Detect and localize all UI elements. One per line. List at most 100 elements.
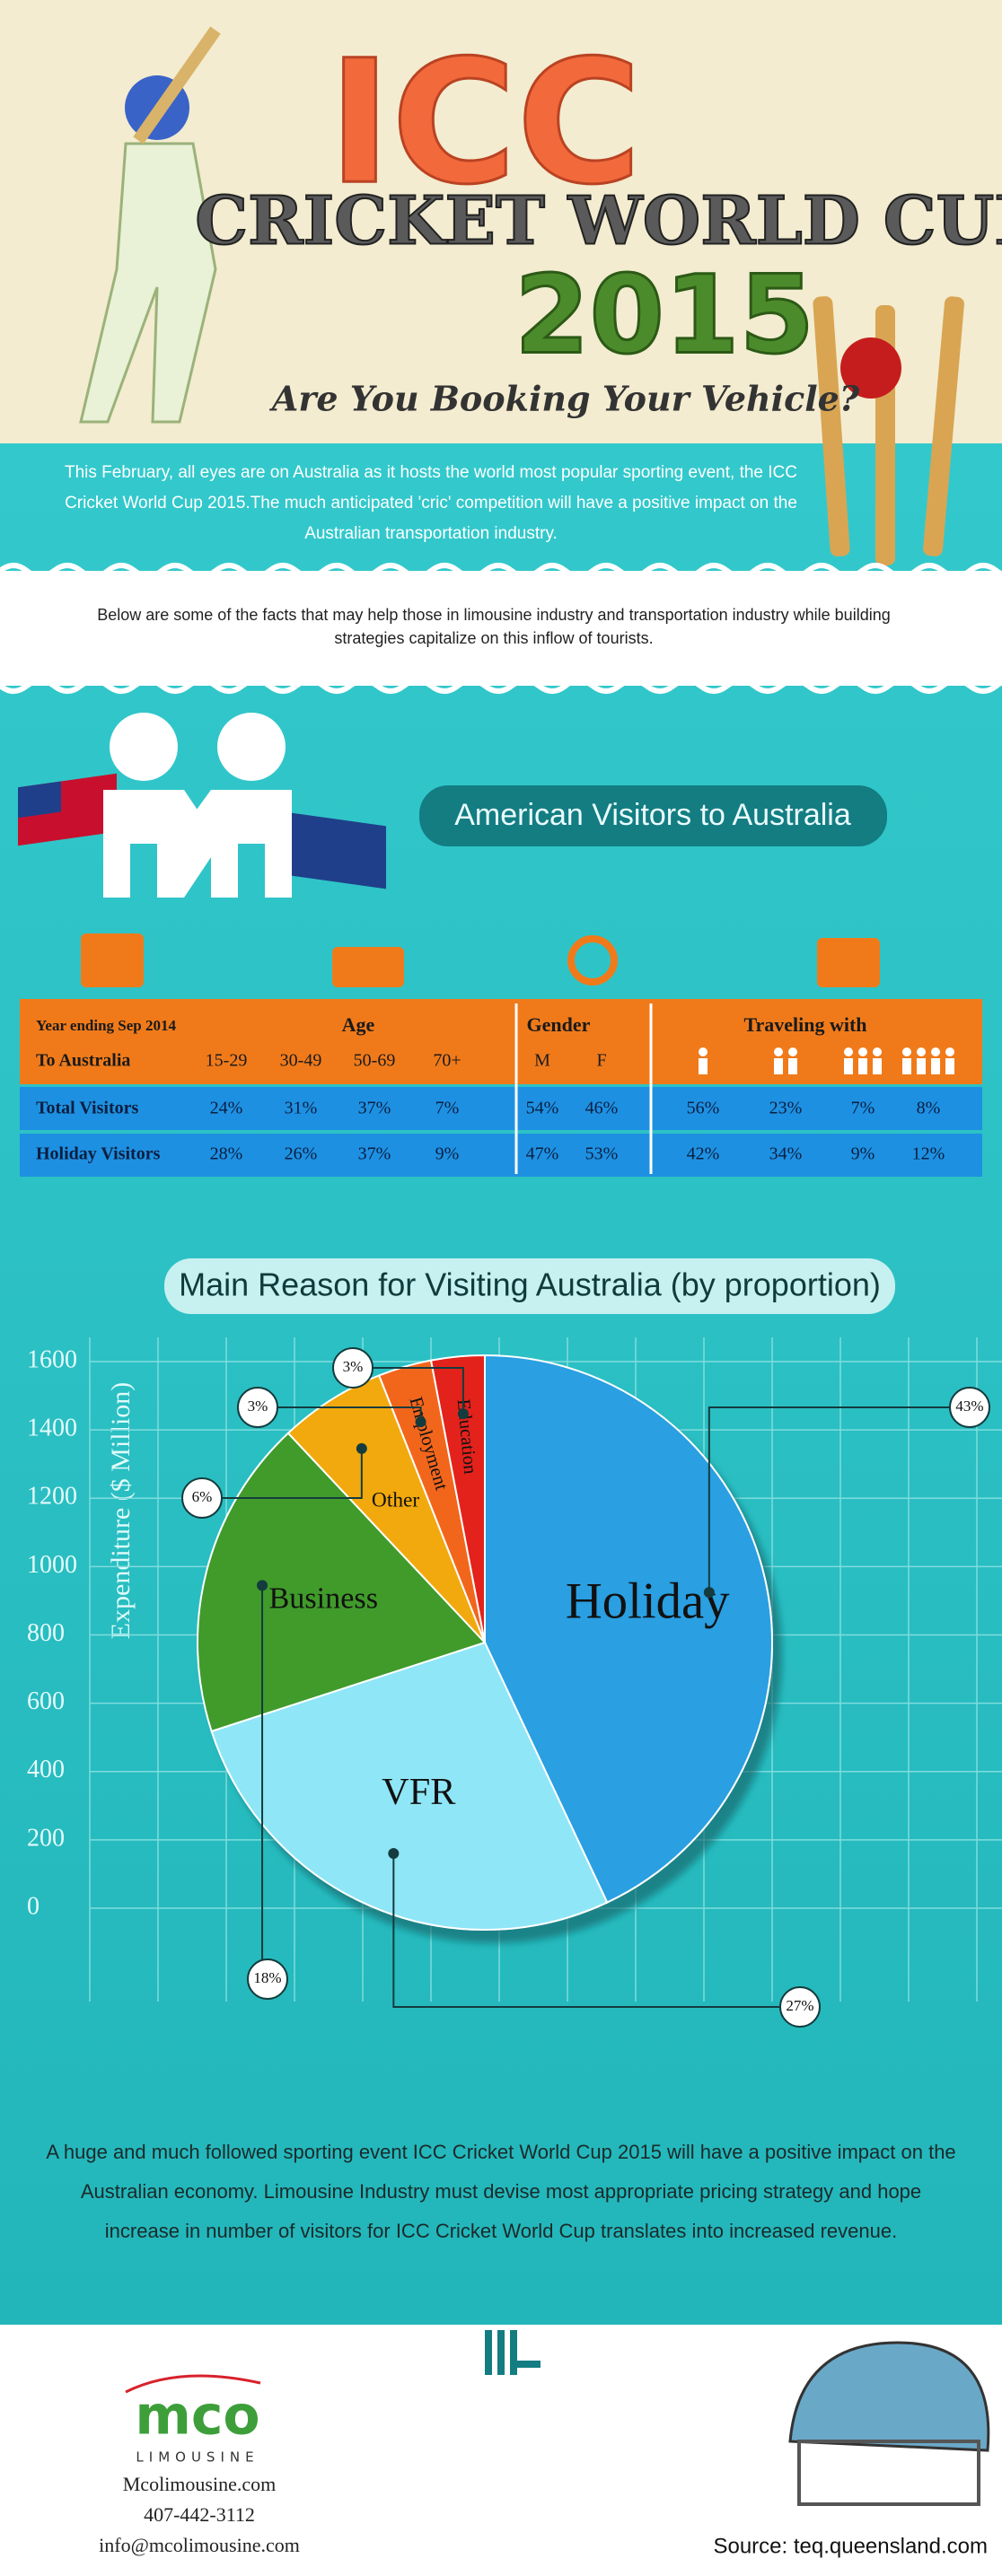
table-cell: 54%: [526, 1099, 559, 1118]
stumps-icon: [485, 2330, 541, 2375]
pie-slice: [484, 1354, 773, 1904]
table-cell: 47%: [526, 1144, 559, 1164]
logo-sub: LIMOUSINE: [136, 2449, 259, 2466]
table-cell: 56%: [687, 1099, 720, 1118]
person-icon: [699, 1058, 708, 1074]
person-icon: [774, 1058, 783, 1074]
facts-note: Below are some of the facts that may hel…: [97, 606, 891, 647]
leader-dot: [356, 1442, 367, 1454]
phone: 407-442-3112: [144, 2503, 255, 2526]
title: ICC: [328, 23, 642, 222]
pie-slice: [210, 1641, 609, 1931]
leader-line: [353, 1367, 464, 1415]
table-header: [20, 999, 982, 1084]
person-icon: [858, 1047, 867, 1056]
table-cell: 37%: [358, 1144, 391, 1164]
year: 2015: [514, 254, 814, 379]
table-header-cell: 70+: [433, 1051, 461, 1071]
callouts: Holiday43%VFR27%Business18%Other6%Employ…: [181, 1347, 990, 2028]
tagline: Are You Booking Your Vehicle?: [269, 379, 860, 419]
y-tick-label: 1600: [27, 1345, 77, 1373]
table-cell: 31%: [285, 1099, 318, 1118]
handshake-icon: [18, 713, 386, 898]
table-header-cell: 30-49: [280, 1051, 322, 1071]
chart-title: Main Reason for Visiting Australia (by p…: [179, 1266, 881, 1303]
table-cell: 37%: [358, 1099, 391, 1118]
slice-label: Other: [372, 1489, 419, 1512]
table-cell: 42%: [687, 1144, 720, 1164]
value-label: 18%: [253, 1969, 281, 1986]
person-icon: [917, 1047, 926, 1056]
table-cell: 26%: [285, 1144, 318, 1164]
person-icon: [844, 1058, 853, 1074]
table-icons: [81, 933, 880, 987]
leader-line: [202, 1448, 363, 1499]
callout-bubble: [949, 1387, 990, 1428]
conclusion: A huge and much followed sporting event …: [46, 2141, 956, 2242]
value-label: 3%: [343, 1358, 364, 1375]
person-icon: [788, 1047, 797, 1056]
y-tick-label: 1400: [27, 1415, 77, 1442]
subtitle: CRICKET WORLD CUP: [195, 183, 1002, 260]
table-cell: 34%: [769, 1144, 803, 1164]
logo-swoosh: [125, 2374, 261, 2394]
value-label: 6%: [192, 1488, 213, 1505]
pie-slice: [286, 1374, 486, 1643]
leader-dot: [415, 1416, 426, 1428]
table-header-cell: Age: [342, 1013, 375, 1036]
value-label: 3%: [248, 1398, 268, 1415]
table-header-cell: Traveling with: [743, 1013, 866, 1036]
y-tick-label: 1200: [27, 1483, 77, 1511]
table-cell: 28%: [210, 1144, 243, 1164]
intro: This February, all eyes are on Australia…: [65, 463, 797, 543]
table-cell: 9%: [435, 1144, 460, 1164]
pie: [197, 1354, 773, 1931]
leader-dot: [703, 1587, 715, 1599]
person-icon: [788, 1058, 797, 1074]
wave: [0, 678, 1002, 694]
table-cell: 8%: [917, 1099, 941, 1118]
person-icon: [917, 1058, 926, 1074]
y-axis-label: Expenditure ($ Million): [106, 1382, 136, 1640]
y-tick-label: 0: [27, 1892, 40, 1920]
y-tick-label: 600: [27, 1687, 65, 1715]
person-icon: [844, 1047, 853, 1056]
y-tick-label: 400: [27, 1756, 65, 1783]
slice-label: VFR: [382, 1771, 456, 1813]
email: info@mcolimousine.com: [99, 2534, 300, 2556]
table-row-bg: [20, 1134, 982, 1177]
person-icon: [945, 1058, 954, 1074]
helmet: [788, 2341, 990, 2506]
table-header-cell: 15-29: [206, 1051, 248, 1071]
leader-line: [392, 1853, 800, 2008]
table-header-cell: F: [596, 1051, 606, 1071]
leader-dot: [388, 1847, 400, 1859]
callout-bubble: [181, 1477, 223, 1519]
person-icon: [858, 1058, 867, 1074]
person-icon: [902, 1047, 911, 1056]
person-icon: [873, 1047, 882, 1056]
table-cell: 7%: [435, 1099, 460, 1118]
batsman: [79, 26, 221, 424]
source: Source: teq.queensland.com: [713, 2534, 988, 2558]
leader-dot: [457, 1408, 469, 1420]
table-cell: 9%: [851, 1144, 875, 1164]
callout-bubble: [779, 1986, 821, 2028]
leader-line: [708, 1406, 970, 1593]
table-cell: 24%: [210, 1099, 243, 1118]
stumps: [813, 296, 964, 565]
y-tick-label: 800: [27, 1619, 65, 1647]
facts-band: [0, 571, 1002, 686]
person-icon: [931, 1058, 940, 1074]
table-header-cell: Gender: [527, 1013, 591, 1036]
wave: [0, 563, 1002, 579]
table-header-cell: To Australia: [36, 1051, 130, 1071]
y-tick-label: 1000: [27, 1551, 77, 1579]
callout-bubble: [247, 1958, 288, 2000]
table-header-cell: Year ending Sep 2014: [36, 1017, 177, 1034]
section-banner: [419, 785, 887, 846]
logo: mco: [135, 2385, 259, 2448]
table-cell: 12%: [912, 1144, 945, 1164]
table-header-cell: M: [534, 1051, 550, 1071]
person-icon: [902, 1058, 911, 1074]
